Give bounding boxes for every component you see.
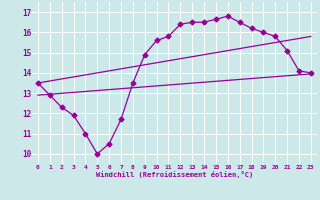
X-axis label: Windchill (Refroidissement éolien,°C): Windchill (Refroidissement éolien,°C): [96, 171, 253, 178]
